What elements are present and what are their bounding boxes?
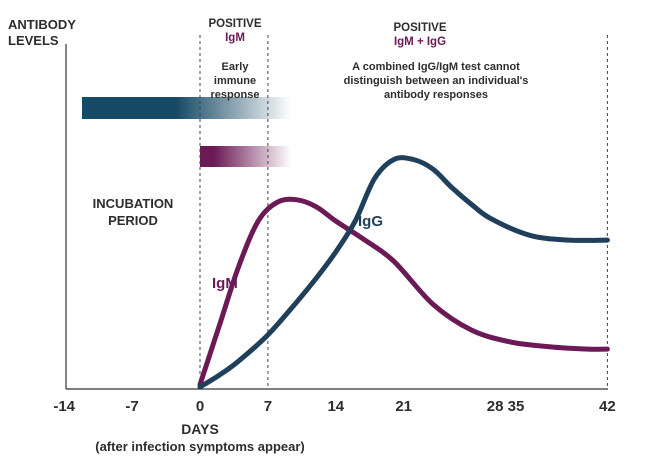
combined-test-note: A combined IgG/IgM test cannot distingui… <box>305 60 567 102</box>
igm-series-label: IgM <box>212 275 238 292</box>
early-line-2: immune <box>213 75 257 87</box>
phase1-line-1: POSITIVE <box>208 18 262 30</box>
x-tick-label: -14 <box>53 398 75 415</box>
x-tick-label: 28 35 <box>487 398 525 415</box>
x-tick-label: 0 <box>196 398 204 415</box>
x-tick-label: -7 <box>125 398 138 415</box>
y-axis-label-line-2: LEVELS <box>8 33 59 48</box>
x-tick-label: 7 <box>264 398 272 415</box>
early-line-1: Early <box>221 61 249 73</box>
incubation-band <box>82 97 292 119</box>
phase2-line-2: IgM + IgG <box>393 36 447 48</box>
x-axis-title: DAYS (after infection symptoms appear) <box>40 420 360 456</box>
incubation-period-label: INCUBATION PERIOD <box>78 195 188 229</box>
incubation-line-1: INCUBATION <box>92 196 174 211</box>
igm-series-line <box>197 196 610 388</box>
y-axis-label: ANTIBODY LEVELS <box>8 17 76 49</box>
phase-positive-igm-igg: POSITIVE IgM + IgG <box>330 21 510 49</box>
incubation-line-2: PERIOD <box>108 213 158 228</box>
igg-series-label: IgG <box>358 213 383 230</box>
phase1-line-2: IgM <box>225 32 245 44</box>
note-line-1: A combined IgG/IgM test cannot <box>352 61 520 73</box>
igg-series-line <box>197 155 610 390</box>
x-tick-label: 14 <box>327 398 344 415</box>
note-line-2: distinguish between an individual's <box>343 75 529 87</box>
y-axis-label-line-1: ANTIBODY <box>8 17 76 32</box>
early-line-3: response <box>210 89 260 101</box>
x-tick-label: 21 <box>395 398 412 415</box>
early-immune-response-label: Early immune response <box>196 60 274 102</box>
x-tick-label: 42 <box>599 398 616 415</box>
phase2-line-1: POSITIVE <box>393 22 447 34</box>
x-axis-title-sub: (after infection symptoms appear) <box>95 439 305 454</box>
note-line-3: antibody responses <box>384 89 488 101</box>
igm-band <box>200 146 292 167</box>
phase-positive-igm: POSITIVE IgM <box>196 17 274 45</box>
x-axis-title-main: DAYS <box>181 421 219 437</box>
